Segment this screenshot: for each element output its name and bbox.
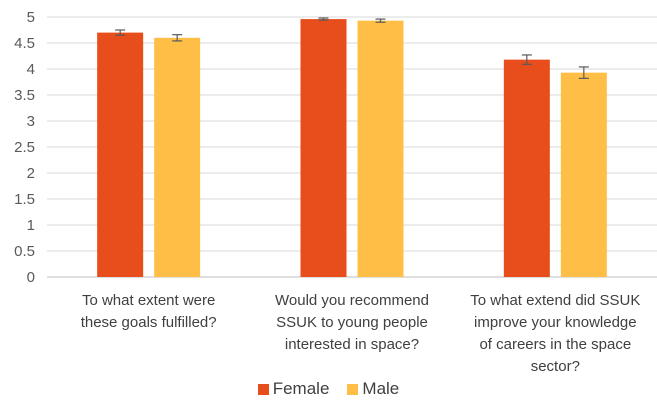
category-label: improve your knowledge	[474, 314, 637, 331]
legend-label: Female	[272, 379, 330, 398]
legend-item-female: Female	[257, 379, 330, 399]
legend-item-male: Male	[347, 379, 399, 399]
category-label: SSUK to young people	[276, 314, 428, 331]
y-tick-label: 0.5	[14, 243, 35, 260]
category-label: of careers in the space	[479, 336, 631, 353]
bar-female	[97, 32, 144, 277]
y-tick-label: 4.5	[14, 35, 35, 52]
y-tick-label: 4	[27, 61, 35, 78]
bar-chart: 0 0.5 1 1.5 2 2.5 3 3.5 4 4.5 5 To what extent were…	[14, 9, 657, 375]
y-tick-label: 2.5	[14, 139, 35, 156]
category-label: To what extend did SSUK	[470, 292, 640, 309]
y-tick-label: 3.5	[14, 87, 35, 104]
bar-male	[357, 20, 404, 277]
y-tick-label: 1.5	[14, 191, 35, 208]
bar-female	[503, 59, 550, 277]
legend-swatch	[257, 383, 269, 395]
category-label: Would you recommend	[275, 292, 429, 309]
legend: Female Male	[0, 377, 657, 401]
y-tick-label: 3	[27, 113, 35, 130]
category-label: To what extent were	[82, 292, 215, 309]
y-tick-label: 2	[27, 165, 35, 182]
y-tick-label: 0	[27, 269, 35, 286]
bar-male	[154, 37, 201, 277]
category-label: interested in space?	[285, 336, 419, 353]
bar-female	[300, 19, 347, 278]
legend-swatch	[347, 383, 359, 395]
category-label: these goals fulfilled?	[81, 314, 217, 331]
legend-label: Male	[362, 379, 400, 398]
bar-male	[560, 72, 607, 277]
y-tick-label: 1	[27, 217, 35, 234]
y-tick-label: 5	[27, 9, 35, 26]
category-label: sector?	[531, 358, 580, 375]
